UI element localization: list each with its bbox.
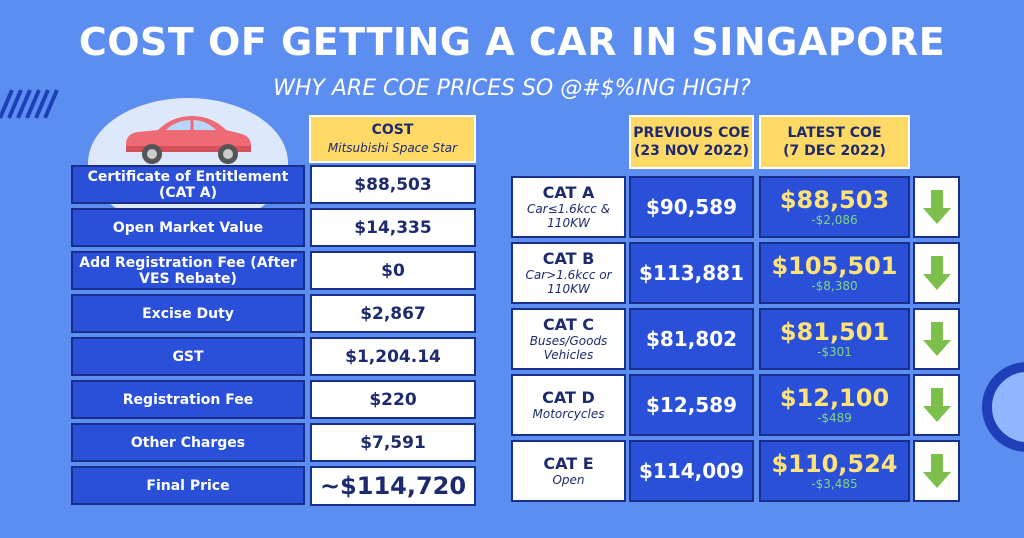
down-arrow-icon: [913, 242, 960, 304]
down-arrow-icon: [913, 374, 960, 436]
latest-coe-cell: $105,501 -$8,380: [759, 242, 910, 304]
previous-coe-price: $12,589: [629, 374, 754, 436]
down-arrow-icon: [913, 176, 960, 238]
category-description: Car>1.6kcc or 110KW: [525, 268, 612, 296]
previous-coe-price: $114,009: [629, 440, 754, 502]
category-cell: CAT B Car>1.6kcc or 110KW: [511, 242, 626, 304]
cost-header-label: COST: [371, 122, 414, 138]
page-subtitle: WHY ARE COE PRICES SO @#$%ING HIGH?: [273, 76, 751, 101]
previous-coe-header: PREVIOUS COE (23 NOV 2022): [629, 115, 754, 169]
category-description: Motorcycles: [532, 407, 605, 421]
cost-value-arf: $0: [310, 251, 476, 290]
previous-coe-date: (23 NOV 2022): [633, 143, 750, 159]
category-description: Open: [552, 473, 585, 487]
down-arrow-icon: [913, 440, 960, 502]
cost-header-model: Mitsubishi Space Star: [327, 141, 458, 155]
cost-label-excise: Excise Duty: [71, 294, 305, 333]
cost-label-registration: Registration Fee: [71, 380, 305, 419]
latest-coe-price: $88,503: [779, 186, 890, 214]
category-description: Car≤1.6kcc & 110KW: [526, 202, 611, 230]
down-arrow-icon: [913, 308, 960, 370]
cost-label-omv: Open Market Value: [71, 208, 305, 247]
latest-coe-header: LATEST COE (7 DEC 2022): [759, 115, 910, 169]
latest-coe-cell: $110,524 -$3,485: [759, 440, 910, 502]
latest-coe-cell: $81,501 -$301: [759, 308, 910, 370]
decorative-circle: [982, 362, 1024, 452]
previous-coe-price: $113,881: [629, 242, 754, 304]
cost-label-other: Other Charges: [71, 423, 305, 462]
cost-value-other: $7,591: [310, 423, 476, 462]
price-change: -$2,086: [811, 213, 858, 227]
price-change: -$8,380: [811, 279, 858, 293]
category-cell: CAT D Motorcycles: [511, 374, 626, 436]
previous-coe-price: $81,802: [629, 308, 754, 370]
car-icon: [126, 116, 251, 164]
cost-label-final: Final Price: [71, 466, 305, 505]
category-description: Buses/Goods Vehicles: [529, 334, 608, 362]
cost-value-gst: $1,204.14: [310, 337, 476, 376]
decorative-stripes: [0, 89, 59, 119]
latest-coe-price: $105,501: [771, 252, 898, 280]
latest-coe-label: LATEST COE: [787, 125, 882, 141]
category-name: CAT E: [543, 454, 594, 473]
cost-value-omv: $14,335: [310, 208, 476, 247]
category-cell: CAT E Open: [511, 440, 626, 502]
price-change: -$3,485: [811, 477, 858, 491]
category-cell: CAT A Car≤1.6kcc & 110KW: [511, 176, 626, 238]
latest-coe-price: $110,524: [771, 450, 898, 478]
previous-coe-label: PREVIOUS COE: [633, 125, 750, 141]
price-change: -$489: [817, 411, 852, 425]
cost-header: COST Mitsubishi Space Star: [309, 115, 476, 163]
category-cell: CAT C Buses/Goods Vehicles: [511, 308, 626, 370]
previous-coe-price: $90,589: [629, 176, 754, 238]
page-title: COST OF GETTING A CAR IN SINGAPORE: [78, 20, 946, 64]
latest-coe-cell: $12,100 -$489: [759, 374, 910, 436]
cost-label-coe: Certificate of Entitlement (CAT A): [71, 165, 305, 204]
latest-coe-date: (7 DEC 2022): [783, 143, 886, 159]
cost-value-coe: $88,503: [310, 165, 476, 204]
latest-coe-price: $12,100: [779, 384, 890, 412]
cost-value-final: ~$114,720: [310, 466, 476, 506]
cost-value-excise: $2,867: [310, 294, 476, 333]
cost-value-registration: $220: [310, 380, 476, 419]
cost-label-arf: Add Registration Fee (After VES Rebate): [71, 251, 305, 290]
price-change: -$301: [817, 345, 852, 359]
latest-coe-cell: $88,503 -$2,086: [759, 176, 910, 238]
category-name: CAT C: [542, 315, 595, 334]
category-name: CAT B: [542, 249, 595, 268]
latest-coe-price: $81,501: [779, 318, 890, 346]
category-name: CAT A: [542, 183, 595, 202]
category-name: CAT D: [542, 388, 595, 407]
cost-label-gst: GST: [71, 337, 305, 376]
